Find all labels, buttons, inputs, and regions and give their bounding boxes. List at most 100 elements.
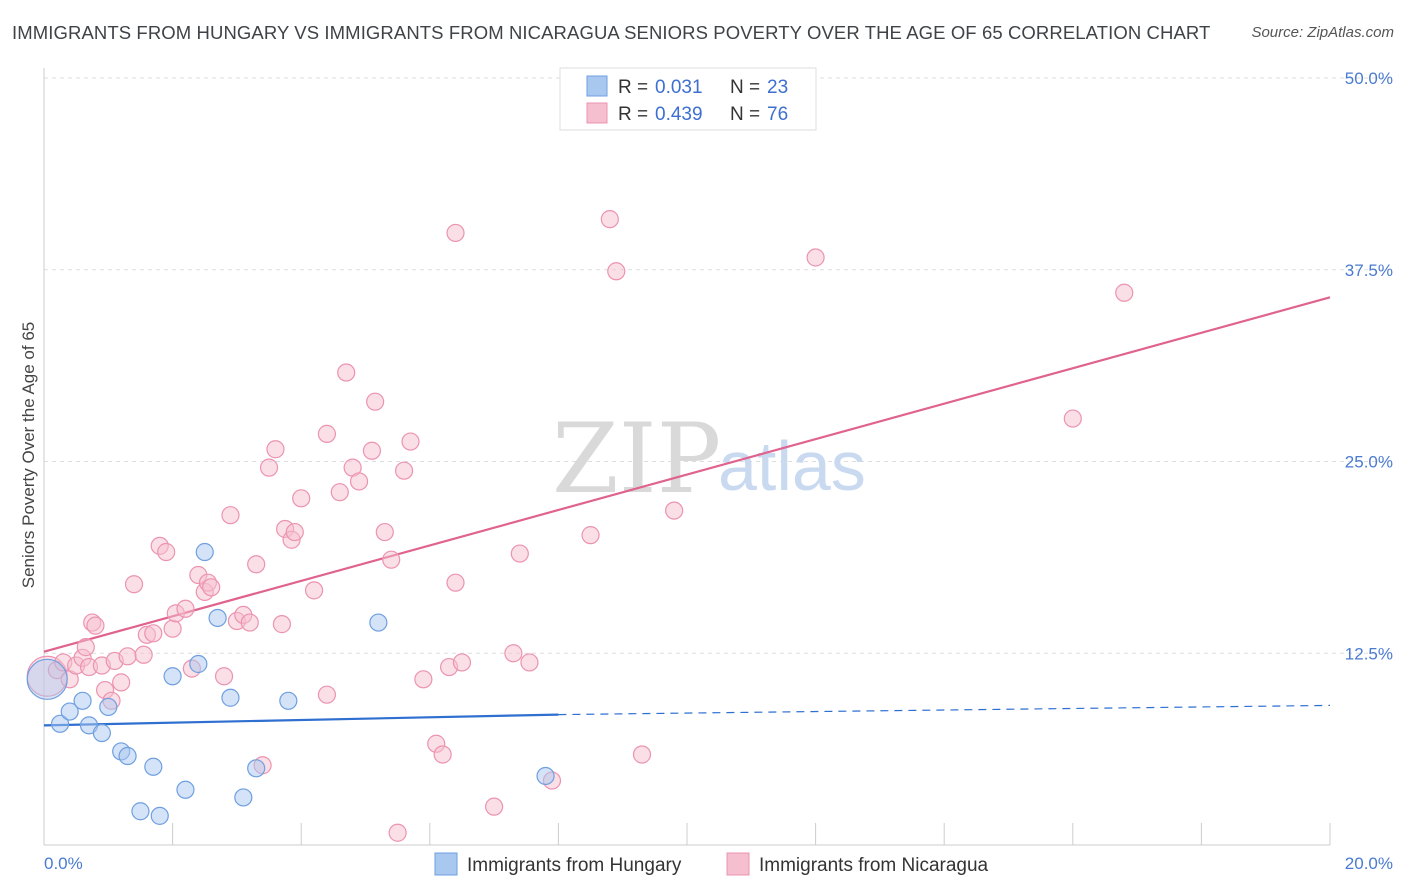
nicaragua-point bbox=[176, 599, 195, 618]
bottom-legend-label-hungary: Immigrants from Hungary bbox=[467, 855, 682, 876]
nicaragua-point bbox=[382, 550, 401, 569]
hungary-point bbox=[92, 723, 111, 743]
nicaragua-point bbox=[520, 653, 539, 672]
watermark-zip: ZIP bbox=[552, 403, 721, 515]
nicaragua-point bbox=[806, 248, 825, 267]
hungary-point bbox=[73, 691, 92, 710]
correlation-legend: R = 0.031 N = 23 R = 0.439 N = 76 bbox=[559, 67, 817, 131]
nicaragua-point bbox=[317, 424, 337, 443]
watermark-atlas: atlas bbox=[718, 427, 866, 505]
nicaragua-point bbox=[485, 797, 504, 816]
nicaragua-point bbox=[163, 619, 182, 638]
series-legend: Immigrants from Hungary Immigrants from … bbox=[434, 852, 989, 876]
nicaragua-point bbox=[247, 555, 266, 574]
nicaragua-point bbox=[375, 522, 394, 542]
nicaragua-point bbox=[1115, 283, 1134, 302]
legend-n-value-nicaragua: 76 bbox=[767, 104, 788, 125]
hungary-point bbox=[60, 702, 79, 721]
axes-layer bbox=[43, 68, 1331, 846]
labels-layer: 12.5% 25.0% 37.5% 50.0% 0.0% 20.0% bbox=[44, 69, 1393, 873]
nicaragua-point bbox=[349, 472, 369, 491]
hungary-point bbox=[208, 608, 227, 628]
nicaragua-point bbox=[292, 489, 311, 508]
nicaragua-point bbox=[112, 673, 131, 692]
hungary-point bbox=[99, 697, 118, 717]
nicaragua-point bbox=[581, 526, 600, 545]
nicaragua-point bbox=[259, 458, 279, 477]
hungary-point bbox=[163, 667, 182, 686]
nicaragua-point bbox=[317, 685, 337, 704]
nicaragua-point bbox=[665, 501, 684, 520]
legend-r-label-hungary: R = bbox=[618, 77, 648, 98]
legend-n-value-hungary: 23 bbox=[767, 77, 788, 98]
bottom-legend-label-nicaragua: Immigrants from Nicaragua bbox=[759, 855, 989, 876]
nicaragua-point bbox=[76, 638, 95, 657]
nicaragua-point bbox=[214, 667, 234, 686]
nicaragua-point bbox=[388, 823, 407, 842]
nicaragua-point bbox=[202, 578, 221, 597]
hungary-point bbox=[176, 780, 195, 799]
nicaragua-point bbox=[600, 210, 619, 229]
grid-layer bbox=[44, 77, 1390, 654]
nicaragua-point bbox=[266, 440, 285, 459]
nicaragua-point bbox=[124, 575, 144, 594]
nicaragua-point bbox=[304, 581, 324, 600]
bottom-legend-swatch-nicaragua bbox=[726, 852, 750, 876]
hungary-point bbox=[118, 746, 137, 766]
hungary-point bbox=[131, 802, 150, 821]
nicaragua-point bbox=[452, 653, 472, 672]
hungary-point bbox=[150, 806, 169, 825]
hungary-point bbox=[144, 757, 163, 776]
nicaragua-point bbox=[221, 506, 240, 525]
nicaragua-point bbox=[330, 483, 349, 502]
x-tick-label-min: 0.0% bbox=[44, 854, 83, 873]
nicaragua-point bbox=[1063, 409, 1082, 428]
nicaragua-point bbox=[134, 645, 153, 664]
legend-r-value-nicaragua: 0.439 bbox=[655, 104, 703, 125]
legend-n-label-hungary: N = bbox=[730, 77, 760, 98]
nicaragua-point bbox=[510, 544, 529, 563]
nicaragua-trend-line bbox=[43, 296, 1331, 653]
chart-title: IMMIGRANTS FROM HUNGARY VS IMMIGRANTS FR… bbox=[12, 22, 1211, 43]
hungary-trend-line bbox=[43, 713, 559, 727]
nicaragua-point bbox=[632, 745, 652, 764]
hungary-trend-extension bbox=[558, 704, 1331, 716]
points-layer bbox=[26, 210, 1134, 842]
legend-swatch-nicaragua bbox=[586, 102, 608, 124]
nicaragua-point bbox=[394, 461, 414, 480]
x-tick-label-max: 20.0% bbox=[1345, 854, 1393, 873]
nicaragua-point bbox=[401, 432, 420, 451]
watermark: ZIP atlas bbox=[552, 403, 866, 515]
hungary-point bbox=[369, 613, 388, 632]
nicaragua-point bbox=[433, 745, 452, 764]
legend-r-value-hungary: 0.031 bbox=[655, 77, 703, 98]
hungary-point bbox=[195, 542, 214, 562]
hungary-point bbox=[247, 759, 266, 778]
trend-layer bbox=[43, 296, 1331, 727]
y-tick-label: 37.5% bbox=[1345, 261, 1393, 280]
nicaragua-point bbox=[86, 616, 105, 635]
legend-r-label-nicaragua: R = bbox=[618, 104, 648, 125]
nicaragua-point bbox=[414, 670, 433, 689]
legend-n-label-nicaragua: N = bbox=[730, 104, 760, 125]
nicaragua-point bbox=[337, 363, 356, 382]
hungary-point bbox=[279, 691, 298, 710]
nicaragua-point bbox=[240, 613, 259, 632]
hungary-point bbox=[234, 788, 253, 807]
hungary-point bbox=[26, 658, 68, 700]
hungary-point bbox=[189, 654, 208, 674]
hungary-point bbox=[50, 714, 70, 733]
nicaragua-point bbox=[285, 522, 304, 542]
nicaragua-point bbox=[144, 624, 163, 643]
y-axis-title: Seniors Poverty Over the Age of 65 bbox=[19, 322, 38, 588]
nicaragua-point bbox=[118, 647, 137, 666]
y-tick-label: 50.0% bbox=[1345, 69, 1393, 88]
legend-swatch-hungary bbox=[586, 75, 608, 97]
hungary-point bbox=[221, 688, 240, 707]
bottom-legend-swatch-hungary bbox=[434, 852, 458, 876]
nicaragua-point bbox=[446, 223, 465, 243]
y-tick-label: 25.0% bbox=[1345, 453, 1393, 472]
nicaragua-point bbox=[504, 644, 523, 663]
nicaragua-point bbox=[607, 262, 626, 281]
